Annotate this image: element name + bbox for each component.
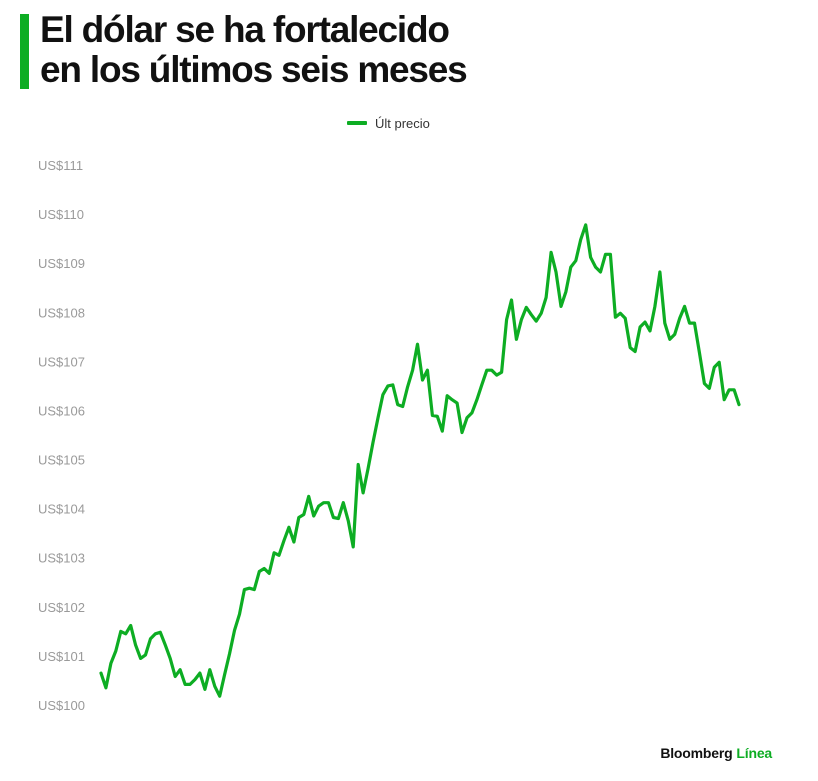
chart-title-line-2: en los últimos seis meses bbox=[40, 49, 468, 90]
brand-logo: Bloomberg Línea bbox=[660, 745, 772, 761]
y-tick-label: US$108 bbox=[38, 305, 85, 320]
y-axis: US$100 US$101 US$102 US$103 US$104 US$105 US$1… bbox=[38, 158, 85, 713]
y-tick-label: US$104 bbox=[38, 502, 85, 517]
chart-title-line-1: El dólar se ha fortalecido bbox=[40, 9, 450, 50]
y-tick-label: US$102 bbox=[38, 600, 85, 615]
legend-swatch bbox=[347, 121, 367, 125]
y-tick-label: US$105 bbox=[38, 453, 85, 468]
chart-title: El dólar se ha fortalecido en los último… bbox=[40, 10, 600, 90]
brand-name: Bloomberg bbox=[660, 745, 733, 761]
y-tick-label: US$110 bbox=[38, 207, 84, 222]
series-line-0 bbox=[99, 223, 741, 698]
y-tick-label: US$111 bbox=[38, 158, 83, 173]
y-tick-label: US$109 bbox=[38, 256, 85, 271]
y-tick-label: US$100 bbox=[38, 698, 85, 713]
title-accent-bar bbox=[20, 14, 29, 89]
y-tick-label: US$107 bbox=[38, 354, 85, 369]
legend: Últ precio bbox=[347, 115, 430, 131]
brand-accent: Línea bbox=[736, 745, 772, 761]
y-tick-label: US$103 bbox=[38, 551, 85, 566]
y-tick-label: US$106 bbox=[38, 403, 85, 418]
legend-label: Últ precio bbox=[375, 115, 430, 131]
y-tick-label: US$101 bbox=[38, 649, 85, 664]
plot-area bbox=[99, 223, 741, 698]
